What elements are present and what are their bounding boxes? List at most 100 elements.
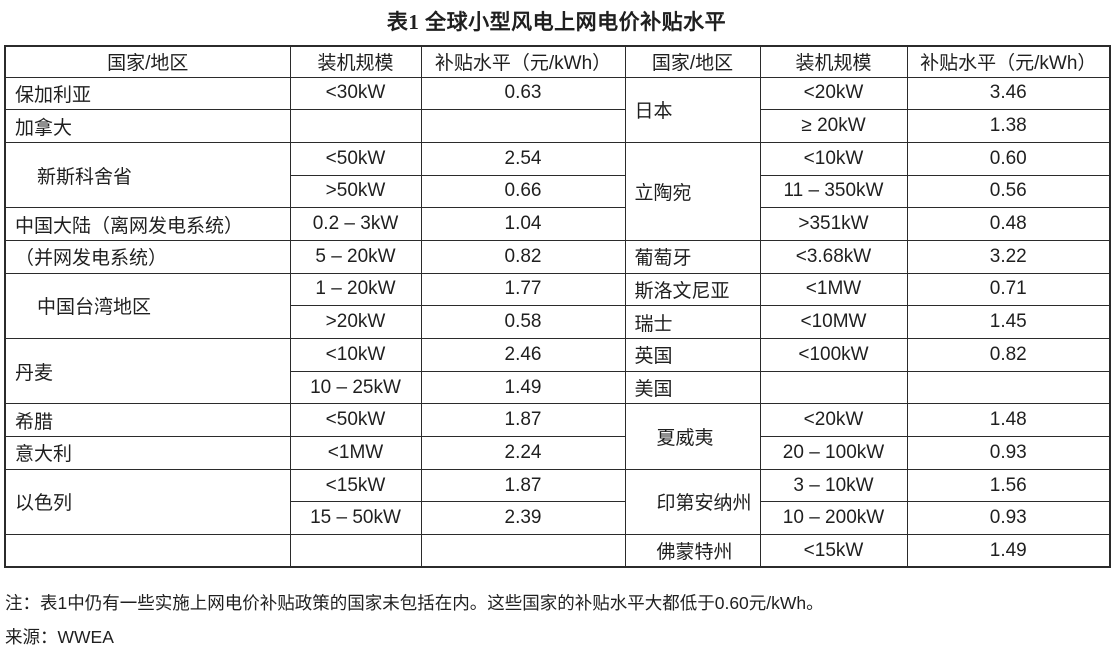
table-row: 保加利亚 <30kW 0.63 日本 <20kW 3.46	[4, 76, 1111, 143]
table-body: 保加利亚 <30kW 0.63 日本 <20kW 3.46 加拿大 ≥ 20kW 1.38 新斯科…	[4, 76, 1111, 568]
country-cell: 立陶宛	[624, 141, 761, 241]
column-header-4: 装机规模	[759, 45, 908, 78]
table-header-row: 国家/地区 装机规模 补贴水平（元/kWh） 国家/地区 装机规模 补贴水平（元/kWh）	[4, 45, 1111, 78]
subsidy-cell: 0.82	[906, 338, 1111, 372]
capacity-cell: 10 – 25kW	[289, 370, 422, 405]
capacity-cell: <3.68kW	[759, 239, 908, 274]
capacity-cell: 1 – 20kW	[289, 272, 422, 307]
subsidy-cell	[906, 370, 1111, 405]
capacity-cell: >351kW	[759, 207, 908, 241]
capacity-cell: 15 – 50kW	[289, 501, 422, 536]
capacity-cell: >20kW	[289, 305, 422, 339]
subsidy-cell: 1.38	[906, 109, 1111, 143]
capacity-cell: <30kW	[289, 76, 422, 111]
column-header-1: 装机规模	[289, 45, 422, 78]
column-header-0: 国家/地区	[4, 45, 291, 78]
subsidy-cell: 0.60	[906, 141, 1111, 176]
subsidy-cell: 1.49	[906, 534, 1111, 568]
table-row: 佛蒙特州 <15kW 1.49	[4, 534, 1111, 568]
capacity-cell	[289, 109, 422, 143]
table-row: 中国台湾地区 1 – 20kW 1.77 斯洛文尼亚 <1MW 0.71	[4, 272, 1111, 340]
subsidy-cell: 1.87	[420, 403, 626, 438]
country-cell: 丹麦	[4, 337, 291, 405]
capacity-cell: 0.2 – 3kW	[289, 207, 422, 241]
country-cell: 斯洛文尼亚	[624, 272, 761, 307]
capacity-cell: >50kW	[289, 174, 422, 209]
country-cell: 英国	[624, 338, 761, 372]
country-cell: （并网发电系统）	[4, 239, 291, 274]
subsidy-cell: 0.48	[906, 207, 1111, 241]
subsidy-cell: 0.82	[420, 239, 626, 274]
country-cell: 新斯科舍省	[4, 141, 291, 209]
table-row: >50kW 0.66 11 – 350kW 0.56	[5, 174, 1111, 209]
subsidy-cell: 2.39	[420, 501, 626, 536]
subsidy-cell: 1.49	[420, 370, 626, 405]
country-cell: 瑞士	[624, 305, 761, 339]
subsidy-cell: 3.46	[906, 76, 1111, 111]
subsidy-cell: 0.71	[906, 272, 1111, 307]
table-row: 丹麦 <10kW 2.46 英国 <100kW 0.82	[4, 337, 1111, 405]
capacity-cell: <20kW	[759, 403, 908, 438]
subsidy-cell: 0.93	[906, 436, 1111, 470]
column-header-3: 国家/地区	[624, 45, 761, 78]
capacity-cell: <50kW	[289, 403, 422, 438]
table-row: （并网发电系统） 5 – 20kW 0.82 葡萄牙 <3.68kW 3.22	[4, 239, 1111, 274]
table-row: 加拿大 ≥ 20kW 1.38	[4, 109, 1111, 143]
subsidy-cell: 1.77	[420, 272, 626, 307]
country-cell: 佛蒙特州	[624, 534, 761, 568]
country-cell: 中国台湾地区	[4, 272, 291, 340]
subsidy-cell	[420, 109, 626, 143]
capacity-cell: <15kW	[289, 468, 422, 503]
subsidy-cell: 0.66	[420, 174, 626, 209]
subsidy-cell	[420, 534, 626, 568]
subsidy-cell: 0.56	[906, 174, 1111, 209]
country-cell: 希腊	[4, 403, 291, 438]
subsidy-cell: 3.22	[906, 239, 1111, 274]
subsidy-cell: 0.63	[420, 76, 626, 111]
country-cell: 意大利	[4, 436, 291, 470]
subsidy-cell: 1.45	[906, 305, 1111, 339]
page-title: 表1 全球小型风电上网电价补贴水平	[386, 10, 727, 34]
subsidy-cell: 0.58	[420, 305, 626, 339]
capacity-cell: <100kW	[759, 338, 908, 372]
column-header-5: 补贴水平（元/kWh）	[906, 45, 1111, 78]
subsidy-cell: 2.24	[420, 436, 626, 470]
table-row: 10 – 25kW 1.49 美国	[5, 370, 1111, 405]
capacity-cell: <10kW	[289, 338, 422, 372]
capacity-cell: <10MW	[759, 305, 908, 339]
subsidy-table: 国家/地区 装机规模 补贴水平（元/kWh） 国家/地区 装机规模 补贴水平（元/kWh）…	[4, 45, 1111, 569]
capacity-cell: 11 – 350kW	[759, 174, 908, 209]
country-cell: 中国大陆（离网发电系统）	[4, 207, 291, 241]
column-header-2: 补贴水平（元/kWh）	[420, 45, 626, 78]
subsidy-cell: 1.48	[906, 403, 1111, 438]
capacity-cell: <1MW	[759, 272, 908, 307]
country-cell: 葡萄牙	[624, 239, 761, 274]
subsidy-cell: 1.56	[906, 468, 1111, 503]
capacity-cell: <1MW	[289, 436, 422, 470]
subsidy-cell: 2.46	[420, 338, 626, 372]
table-row: 意大利 <1MW 2.24 20 – 100kW 0.93	[4, 436, 1111, 470]
subsidy-cell: 1.87	[420, 468, 626, 503]
capacity-cell: ≥ 20kW	[759, 109, 908, 143]
capacity-cell: 20 – 100kW	[759, 436, 908, 470]
capacity-cell: <20kW	[759, 76, 908, 111]
capacity-cell: 5 – 20kW	[289, 239, 422, 274]
capacity-cell: <15kW	[759, 534, 908, 568]
capacity-cell	[759, 370, 908, 405]
country-cell: 夏威夷	[624, 403, 761, 470]
table-row: >20kW 0.58 瑞士 <10MW 1.45	[5, 305, 1111, 339]
capacity-cell	[289, 534, 422, 568]
table-source: 来源：WWEA	[5, 627, 114, 647]
table-row: 新斯科舍省 <50kW 2.54 立陶宛 <10kW 0.60	[4, 141, 1111, 241]
subsidy-cell: 2.54	[420, 141, 626, 176]
country-cell: 印第安纳州	[624, 468, 761, 536]
country-cell: 加拿大	[4, 109, 291, 143]
capacity-cell: <50kW	[289, 141, 422, 176]
table-row: 中国大陆（离网发电系统） 0.2 – 3kW 1.04 >351kW 0.48	[4, 207, 1111, 241]
subsidy-cell: 0.93	[906, 501, 1111, 536]
country-cell: 美国	[624, 370, 761, 405]
capacity-cell: 3 – 10kW	[759, 468, 908, 503]
capacity-cell: 10 – 200kW	[759, 501, 908, 536]
table-row: 以色列 <15kW 1.87 印第安纳州 3 – 10kW 1.56	[4, 468, 1111, 536]
country-cell: 日本	[624, 76, 761, 143]
